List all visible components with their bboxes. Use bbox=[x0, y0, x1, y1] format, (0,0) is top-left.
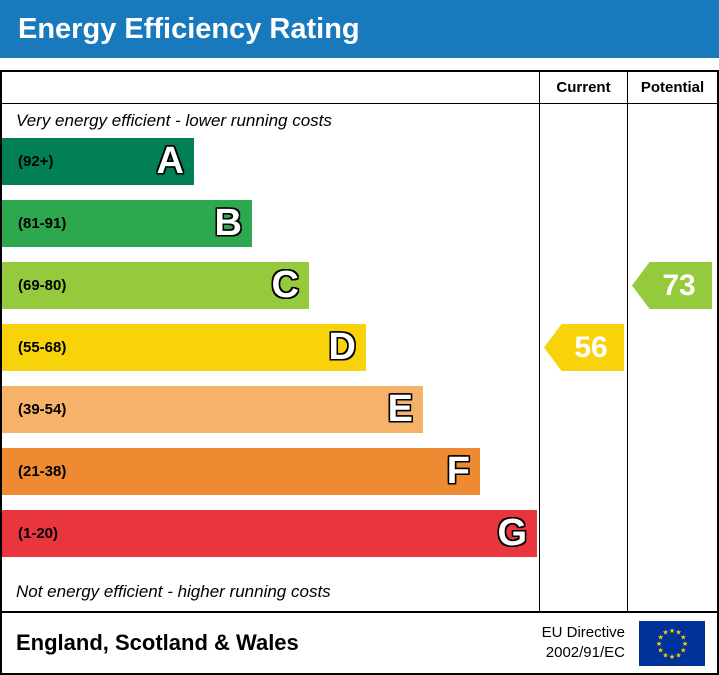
svg-text:★: ★ bbox=[669, 653, 675, 661]
band-row-b: (81-91) B bbox=[2, 200, 539, 262]
svg-text:★: ★ bbox=[675, 651, 681, 659]
footer: England, Scotland & Wales EU Directive 2… bbox=[2, 611, 717, 673]
potential-rating-arrow: 73 bbox=[632, 262, 712, 309]
band-bar-c: (69-80) C bbox=[2, 262, 309, 309]
potential-column-header: Potential bbox=[628, 72, 717, 104]
band-letter: G bbox=[497, 512, 527, 554]
bottom-note: Not energy efficient - higher running co… bbox=[16, 581, 331, 601]
band-range-label: (55-68) bbox=[18, 339, 67, 356]
band-row-e: (39-54) E bbox=[2, 386, 539, 448]
band-range-label: (69-80) bbox=[18, 277, 67, 294]
svg-text:★: ★ bbox=[682, 640, 688, 648]
band-letter: A bbox=[156, 140, 184, 182]
svg-text:★: ★ bbox=[662, 628, 668, 636]
potential-column: 73 bbox=[628, 104, 717, 611]
rating-grid: Current Potential Very energy efficient … bbox=[2, 72, 717, 611]
band-letter: C bbox=[271, 264, 299, 306]
band-range-label: (1-20) bbox=[18, 525, 59, 542]
svg-text:★: ★ bbox=[680, 646, 686, 654]
current-rating-value: 56 bbox=[574, 330, 608, 364]
band-bar-g: (1-20) G bbox=[2, 510, 537, 557]
band-letter: B bbox=[214, 202, 242, 244]
band-row-d: (55-68) D bbox=[2, 324, 539, 386]
band-letter: E bbox=[387, 388, 413, 430]
band-range-label: (21-38) bbox=[18, 463, 67, 480]
eu-directive-label: EU Directive 2002/91/EC bbox=[541, 623, 625, 661]
svg-text:★: ★ bbox=[662, 651, 668, 659]
eu-flag-icon: ★ ★ ★ ★ ★ ★ ★ ★ ★ ★ ★ ★ bbox=[639, 620, 705, 666]
band-bar-f: (21-38) F bbox=[2, 448, 480, 495]
band-letter: D bbox=[328, 326, 356, 368]
band-bar-b: (81-91) B bbox=[2, 200, 252, 247]
band-letter: F bbox=[446, 450, 470, 492]
svg-text:★: ★ bbox=[675, 628, 681, 636]
band-row-g: (1-20) G bbox=[2, 510, 539, 572]
band-bar-d: (55-68) D bbox=[2, 324, 366, 371]
potential-rating-value: 73 bbox=[662, 268, 696, 302]
footer-region-label: England, Scotland & Wales bbox=[16, 630, 299, 655]
current-rating-arrow: 56 bbox=[544, 324, 624, 371]
band-row-a: (92+) A bbox=[2, 138, 539, 200]
svg-text:★: ★ bbox=[658, 646, 664, 654]
band-row-f: (21-38) F bbox=[2, 448, 539, 510]
top-note: Very energy efficient - lower running co… bbox=[16, 111, 332, 130]
bands-column: Very energy efficient - lower running co… bbox=[2, 104, 540, 611]
band-range-label: (81-91) bbox=[18, 215, 67, 232]
band-range-label: (39-54) bbox=[18, 401, 67, 418]
band-range-label: (92+) bbox=[18, 153, 54, 170]
band-row-c: (69-80) C bbox=[2, 262, 539, 324]
current-column-header: Current bbox=[540, 72, 628, 104]
svg-text:★: ★ bbox=[669, 627, 675, 635]
title-bar: Energy Efficiency Rating bbox=[0, 0, 719, 58]
page-title: Energy Efficiency Rating bbox=[18, 12, 360, 45]
rating-table: Current Potential Very energy efficient … bbox=[0, 70, 719, 675]
svg-text:★: ★ bbox=[680, 633, 686, 641]
band-bar-a: (92+) A bbox=[2, 138, 194, 185]
current-column: 56 bbox=[540, 104, 628, 611]
bands-column-header bbox=[2, 72, 540, 104]
band-bar-e: (39-54) E bbox=[2, 386, 423, 433]
svg-text:★: ★ bbox=[656, 640, 662, 648]
svg-text:★: ★ bbox=[658, 633, 664, 641]
